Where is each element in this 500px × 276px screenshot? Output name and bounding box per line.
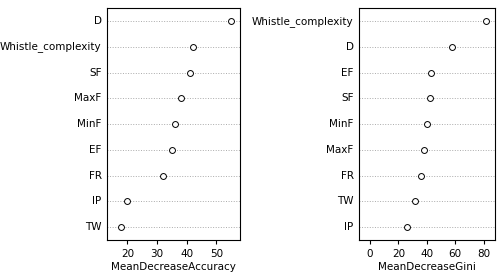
Text: Whistle_complexity: Whistle_complexity [0,41,102,52]
Point [482,19,490,23]
Point [426,96,434,101]
Point [420,148,428,152]
Text: IP: IP [344,222,354,232]
Point [417,174,425,178]
Text: MaxF: MaxF [326,145,353,155]
Point [412,199,420,204]
Text: TW: TW [85,222,102,232]
Text: FR: FR [88,171,102,181]
Text: IP: IP [92,197,102,206]
Point [159,174,167,178]
Point [448,45,456,49]
Point [118,225,126,229]
Point [423,122,431,126]
X-axis label: MeanDecreaseAccuracy: MeanDecreaseAccuracy [111,262,236,272]
Text: SF: SF [89,68,102,78]
Point [124,199,132,204]
Text: MinF: MinF [77,119,102,129]
Point [188,45,196,49]
Text: SF: SF [341,94,353,104]
Point [176,96,184,101]
Text: EF: EF [342,68,353,78]
Text: TW: TW [337,197,353,206]
Text: MaxF: MaxF [74,94,102,104]
Point [186,70,194,75]
Point [427,70,435,75]
Text: D: D [94,16,102,26]
Text: Whistle_complexity: Whistle_complexity [252,16,354,26]
Point [168,148,176,152]
Text: FR: FR [340,171,353,181]
X-axis label: MeanDecreaseGini: MeanDecreaseGini [378,262,476,272]
Point [171,122,179,126]
Point [403,225,411,229]
Text: MinF: MinF [330,119,353,129]
Text: EF: EF [89,145,102,155]
Point [227,19,235,23]
Text: D: D [346,42,354,52]
